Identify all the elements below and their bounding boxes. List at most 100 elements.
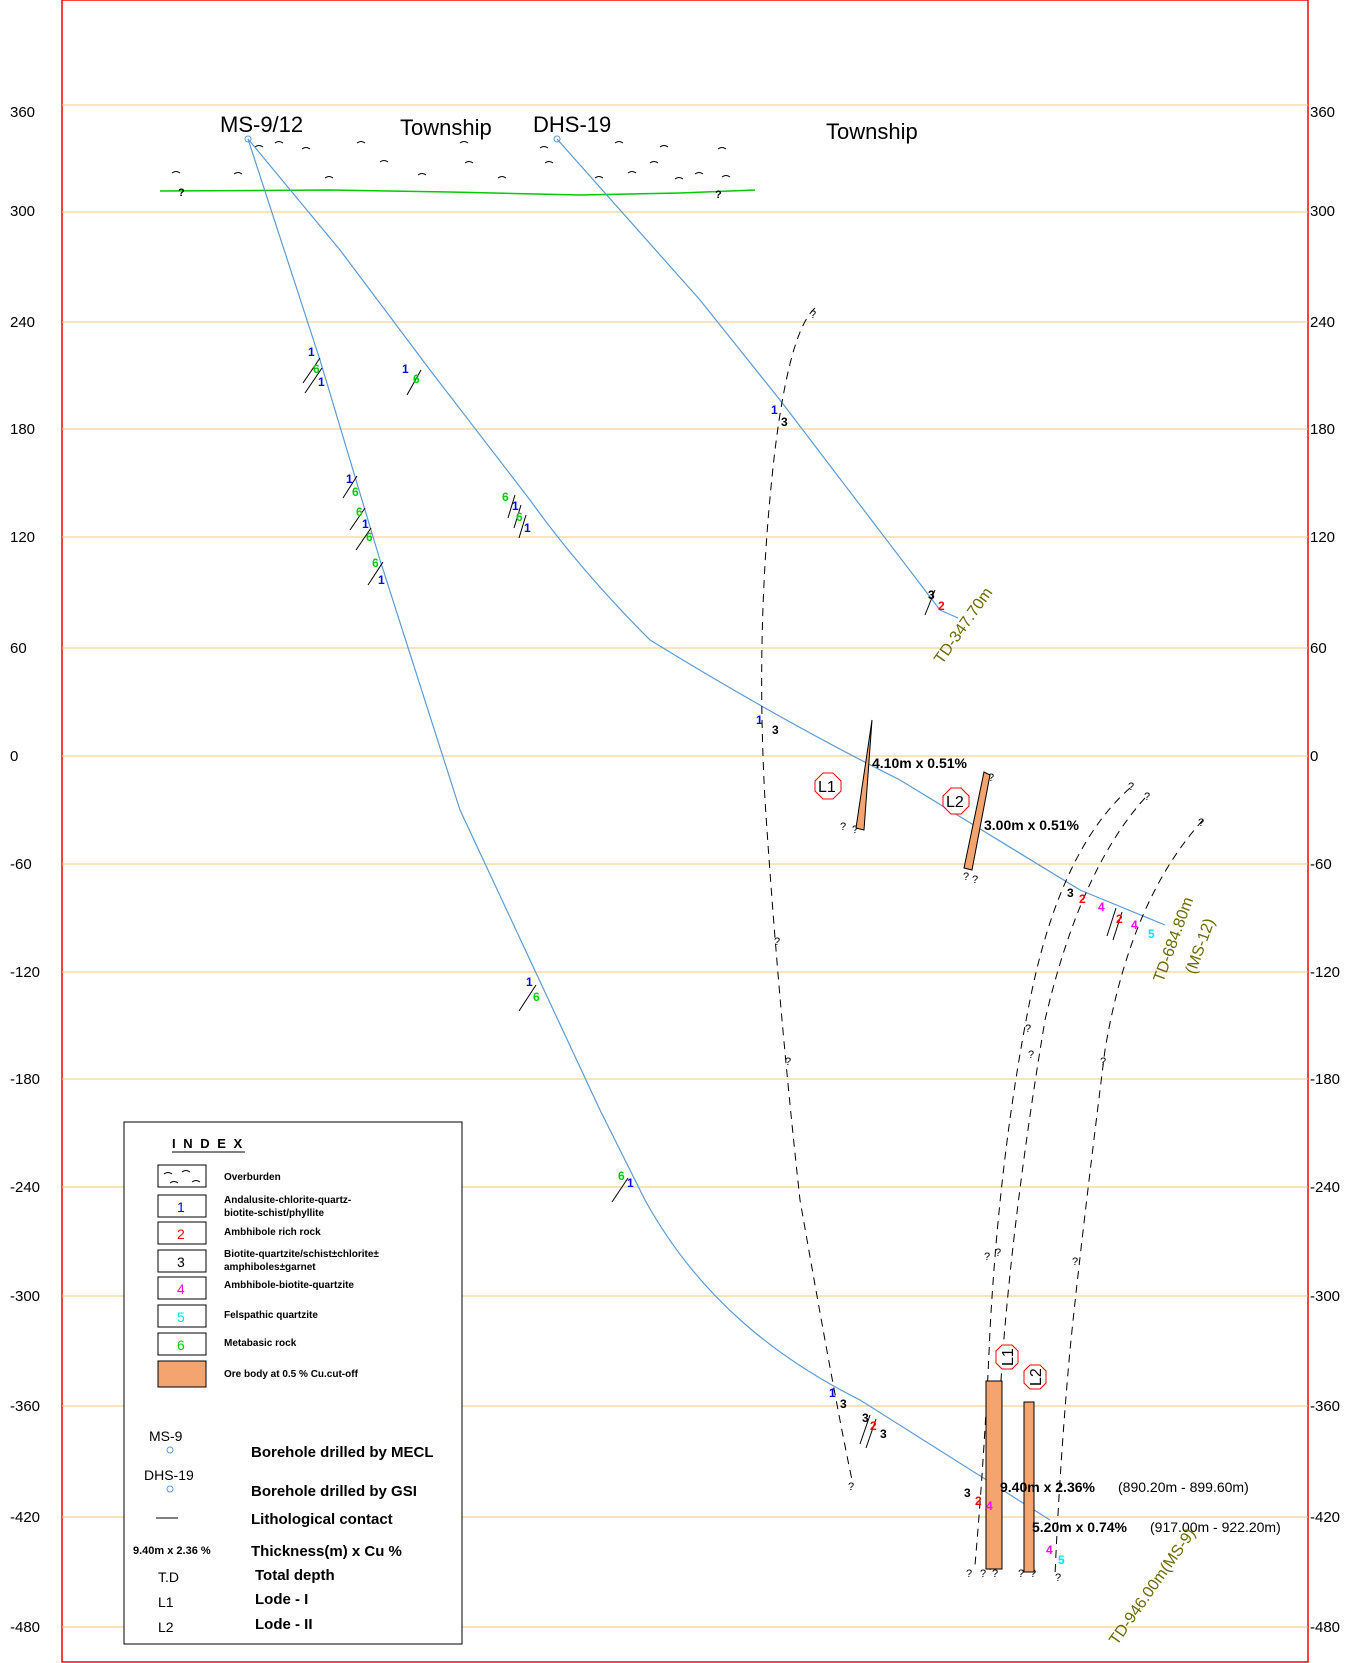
contact-markers (302, 357, 1123, 1449)
contact-code: 5 (1148, 927, 1155, 941)
contact-code: 3 (840, 1397, 847, 1411)
contact-code: 6 (356, 505, 363, 519)
legend-symbol-desc: Lode - II (255, 1616, 313, 1633)
contact-code: 1 (829, 1386, 836, 1400)
contact-code: 1 (378, 573, 385, 587)
elevation-label: -120 (1310, 964, 1340, 981)
elevation-label: -120 (10, 964, 40, 981)
legend-symbol-key: L2 (158, 1619, 174, 1635)
legend-swatch (157, 1249, 207, 1273)
unknown-mark: ? (848, 1481, 854, 1493)
ore-body-l1-upper (855, 719, 873, 831)
contact-code: 1 (627, 1176, 634, 1190)
legend-symbol-key: L1 (158, 1594, 174, 1610)
elevation-label: -300 (10, 1288, 40, 1305)
contact-code: 3 (928, 588, 935, 602)
contact-code: 5 (1058, 1553, 1065, 1567)
unknown-mark: ? (1025, 1023, 1031, 1035)
contact-code: 3 (964, 1486, 971, 1500)
unknown-mark: ? (984, 1251, 990, 1263)
area-label: Township (400, 115, 492, 140)
contact-code: 6 (372, 556, 379, 570)
legend-symbol-desc: Borehole drilled by GSI (251, 1483, 417, 1500)
area-label: Township (826, 119, 918, 144)
elevation-label: 360 (1310, 104, 1335, 121)
unknown-mark: ? (1030, 1568, 1036, 1580)
borehole-name-ms: MS-9/12 (220, 112, 303, 137)
legend-symbol-key: DHS-19 (144, 1467, 194, 1483)
unknown-mark: ? (785, 1056, 791, 1068)
legend-unit-label: Ambhibole rich rock (224, 1227, 321, 1238)
legend-symbol-desc: Borehole drilled by MECL (251, 1444, 434, 1461)
legend-swatch (157, 1194, 207, 1218)
contact-code: 2 (870, 1419, 877, 1433)
legend-unit-label: Ore body at 0.5 % Cu.cut-off (224, 1369, 359, 1380)
unknown-mark: ? (995, 1247, 1001, 1259)
borehole-traces (247, 138, 1166, 1521)
elevation-label: -240 (10, 1179, 40, 1196)
legend-unit-label: Overburden (224, 1172, 281, 1183)
elevation-label: -480 (1310, 1619, 1340, 1636)
legend-symbol-key: MS-9 (149, 1428, 183, 1444)
contact-code: 1 (308, 345, 315, 359)
lode-marker-l2-upper (942, 787, 970, 815)
contact-code: 4 (1131, 918, 1138, 932)
elevation-label: -360 (10, 1398, 40, 1415)
overburden-base-line (159, 189, 756, 196)
elevation-label: 300 (10, 203, 35, 220)
unknown-mark: ? (1144, 791, 1150, 803)
lode-markers: L1 L2 L1 L2 (814, 772, 1047, 1390)
lode-label: L2 (946, 794, 964, 811)
lode-label: L1 (818, 779, 836, 796)
contact-code: 3 (772, 723, 779, 737)
legend-title: I N D E X (172, 1136, 244, 1151)
lode-label: L2 (1028, 1368, 1045, 1386)
elevation-label: 180 (10, 421, 35, 438)
contact-code: 3 (1067, 886, 1074, 900)
legend-code: 2 (177, 1226, 185, 1242)
contact-codes: 1 6 1 1 6 1 6 6 1 6 6 1 6 1 6 1 1 3 3 2 … (308, 345, 1155, 1567)
contact-code: 3 (862, 1411, 869, 1425)
unknown-mark: ? (972, 874, 978, 886)
contact-code: 6 (618, 1169, 625, 1183)
ore-depth-range: (890.20m - 899.60m) (1118, 1479, 1249, 1495)
elevation-label: 360 (10, 104, 35, 121)
contact-code: 1 (771, 403, 778, 417)
ore-thickness-grade: 3.00m x 0.51% (984, 817, 1080, 833)
elevation-label: -420 (1310, 1509, 1340, 1526)
unknown-mark: ? (980, 1568, 986, 1580)
elevation-label: -240 (1310, 1179, 1340, 1196)
elevation-label: 240 (1310, 314, 1335, 331)
legend-code: 3 (177, 1254, 185, 1270)
legend-unit-label: biotite-schist/phyllite (224, 1208, 324, 1219)
contact-code: 1 (512, 499, 519, 513)
contact-code: 6 (502, 490, 509, 504)
unknown-mark: ? (840, 821, 846, 833)
legend-code: 5 (177, 1309, 185, 1325)
elevation-label: -300 (1310, 1288, 1340, 1305)
legend-code: 1 (177, 1199, 185, 1215)
ore-thickness-grade: 4.10m x 0.51% (872, 755, 968, 771)
contact-code: 6 (413, 372, 420, 386)
contact-code: 2 (1079, 892, 1086, 906)
legend-unit-label: Biotite-quartzite/schist±chlorite± (224, 1249, 379, 1260)
unknown-mark: ? (988, 772, 994, 784)
unknown-marks: ? ? ? ? ? ? ? ? ? ? ? ? ? ? ? ? ? ? ? ? … (774, 309, 1204, 1584)
unknown-mark: ? (715, 189, 722, 201)
lode-boundaries (761, 307, 1204, 1576)
contact-code: 4 (1046, 1543, 1053, 1557)
contact-code: 6 (516, 510, 523, 524)
contact-code: 2 (1116, 912, 1123, 926)
contact-code: 6 (352, 485, 359, 499)
lode-marker-l2-lower (1023, 1364, 1047, 1390)
elevation-label: -180 (10, 1071, 40, 1088)
unknown-mark: ? (1018, 1568, 1024, 1580)
elevation-label: 120 (1310, 529, 1335, 546)
legend-swatch (157, 1221, 207, 1245)
unknown-mark: ? (1198, 817, 1204, 829)
legend-collar-icon (166, 1485, 174, 1493)
elevation-label: 60 (1310, 640, 1327, 657)
legend-symbol-desc: Thickness(m) x Cu % (251, 1543, 402, 1560)
legend-symbol-desc: Lode - I (255, 1591, 308, 1608)
